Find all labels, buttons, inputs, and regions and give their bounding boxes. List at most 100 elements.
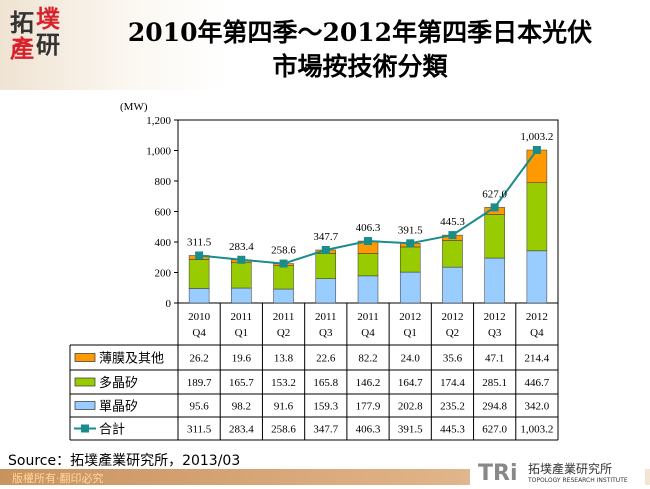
table-cell: 258.6 — [271, 424, 296, 436]
legend-swatch — [74, 377, 96, 387]
bar-mono — [442, 266, 463, 304]
legend-label: 單晶矽 — [99, 400, 138, 415]
table-cell: 406.3 — [356, 424, 381, 436]
table-cell: 294.8 — [482, 401, 507, 413]
legend-swatch — [74, 401, 96, 410]
total-marker — [237, 255, 246, 264]
bar-mono — [273, 288, 294, 304]
table-cell: 177.9 — [356, 401, 381, 413]
table-cell: 91.6 — [274, 401, 294, 413]
table-cell: 214.4 — [525, 353, 550, 365]
table-cell: 342.0 — [525, 401, 550, 413]
total-marker — [532, 146, 541, 155]
tri-logo: TRi 拓墣產業研究所 TOPOLOGY RESEARCH INSTITUTE — [470, 458, 645, 486]
table-cell: 283.4 — [229, 424, 254, 436]
table-cell: 47.1 — [485, 353, 504, 365]
bar-mono — [315, 278, 337, 304]
total-marker — [364, 237, 372, 246]
bar-mono — [484, 257, 505, 304]
total-marker — [279, 259, 288, 268]
title-line-1: 2010年第四季～2012年第四季日本光伏 — [127, 18, 593, 47]
table-cell: 1,003.2 — [520, 424, 553, 436]
table-cell: 445.3 — [440, 424, 465, 436]
logo: 拓 墣 產 研 — [10, 5, 60, 63]
svg-text:拓墣產業研究所: 拓墣產業研究所 — [528, 461, 612, 476]
table-cell: 153.2 — [271, 377, 296, 389]
x-tick-label-quarter: Q1 — [403, 327, 416, 339]
bar-poly — [231, 262, 252, 289]
table-cell: 22.6 — [316, 353, 336, 365]
copyright-text: 版權所有‧翻印必究 — [12, 472, 104, 485]
x-tick-label-year: 2012 — [484, 311, 506, 323]
bar-poly — [357, 253, 379, 277]
bar-mono — [357, 275, 379, 304]
x-tick-label-year: 2012 — [526, 311, 548, 323]
table-cell: 95.6 — [189, 401, 209, 413]
total-data-label: 311.5 — [187, 236, 212, 248]
table-cell: 13.8 — [274, 353, 294, 365]
table-cell: 174.4 — [440, 377, 465, 389]
x-tick-label-year: 2012 — [399, 311, 421, 323]
legend-swatch — [74, 353, 96, 362]
total-marker — [490, 203, 499, 212]
y-tick-label: 800 — [155, 176, 172, 188]
bar-poly — [315, 253, 337, 279]
total-marker — [195, 251, 204, 260]
total-data-label: 445.3 — [440, 216, 465, 228]
total-data-label: 406.3 — [356, 222, 381, 234]
total-data-label: 627.0 — [482, 188, 507, 200]
table-cell: 202.8 — [398, 401, 423, 413]
total-data-label: 347.7 — [313, 231, 338, 243]
y-unit-label: (MW) — [120, 101, 148, 113]
svg-text:TRi: TRi — [478, 461, 518, 485]
bar-thinfilm — [526, 149, 548, 183]
x-tick-label-quarter: Q1 — [235, 327, 248, 339]
total-marker — [406, 239, 415, 248]
table-cell: 24.0 — [401, 353, 421, 365]
bar-mono — [526, 250, 548, 304]
table-cell: 391.5 — [398, 424, 423, 436]
table-cell: 98.2 — [232, 401, 251, 413]
bar-poly — [442, 240, 463, 268]
y-tick-label: 1,200 — [146, 115, 171, 127]
bar-poly — [188, 259, 210, 289]
total-data-label: 258.6 — [271, 245, 296, 257]
table-cell: 146.2 — [356, 377, 381, 389]
x-tick-label-quarter: Q4 — [530, 327, 544, 339]
bar-poly — [273, 265, 294, 290]
table-cell: 35.6 — [443, 353, 463, 365]
table-cell: 19.6 — [232, 353, 252, 365]
table-cell: 165.7 — [229, 377, 254, 389]
table-cell: 164.7 — [398, 377, 423, 389]
x-tick-label-quarter: Q4 — [361, 327, 375, 339]
svg-text:TOPOLOGY RESEARCH INSTITUTE: TOPOLOGY RESEARCH INSTITUTE — [527, 477, 628, 484]
table-cell: 189.7 — [187, 377, 212, 389]
table-cell: 311.5 — [187, 424, 212, 436]
x-tick-label-year: 2011 — [273, 311, 295, 323]
x-tick-label-year: 2010 — [188, 311, 211, 323]
bar-poly — [526, 182, 548, 252]
x-tick-label-year: 2012 — [441, 311, 463, 323]
table-cell: 347.7 — [313, 424, 338, 436]
page-title: 2010年第四季～2012年第四季日本光伏 市場按技術分類 — [70, 16, 650, 84]
y-tick-label: 1,000 — [146, 146, 171, 158]
x-tick-label-year: 2011 — [357, 311, 379, 323]
total-marker — [321, 245, 330, 254]
bar-poly — [399, 246, 421, 273]
table-cell: 235.2 — [440, 401, 465, 413]
table-cell: 159.3 — [313, 401, 338, 413]
title-line-2: 市場按技術分類 — [272, 52, 448, 81]
y-tick-label: 400 — [155, 237, 172, 249]
bar-mono — [399, 271, 421, 304]
table-cell: 82.2 — [358, 353, 377, 365]
y-tick-label: 0 — [166, 298, 172, 310]
y-tick-label: 600 — [155, 207, 172, 219]
x-tick-label-quarter: Q4 — [192, 327, 206, 339]
legend-label: 合計 — [99, 422, 125, 438]
x-tick-label-quarter: Q2 — [277, 327, 290, 339]
table-cell: 26.2 — [189, 353, 208, 365]
bar-poly — [484, 214, 505, 259]
x-tick-label-year: 2011 — [315, 311, 337, 323]
table-cell: 165.8 — [313, 377, 338, 389]
